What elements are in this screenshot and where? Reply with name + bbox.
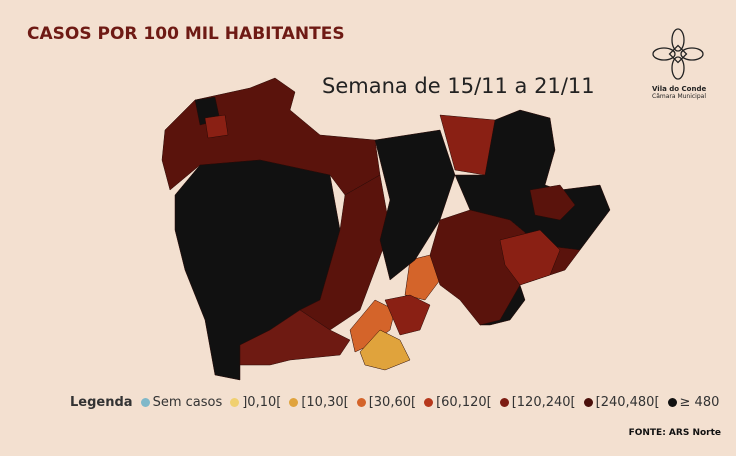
legend-item: [30,60[	[356, 395, 417, 410]
legend-item: [10,30[	[289, 395, 349, 410]
legend-swatch	[499, 398, 509, 407]
legend-swatch	[289, 398, 299, 407]
legend-swatch	[230, 398, 240, 407]
legend-swatch	[424, 398, 434, 407]
legend-title: Legenda	[70, 395, 133, 410]
legend-item: ]0,10[	[230, 395, 281, 410]
legend-label: [240,480[	[595, 395, 660, 410]
logo	[652, 28, 704, 80]
legend: Legenda Sem casos ]0,10[ [10,30[ [30,60[ [60…	[70, 395, 727, 410]
subtitle: Semana de 15/11 a 21/11	[322, 74, 595, 98]
legend-swatch	[356, 398, 366, 407]
logo-subtitle: Câmara Municipal	[652, 93, 707, 100]
legend-label: ]0,10[	[242, 395, 282, 410]
title: CASOS POR 100 MIL HABITANTES	[27, 24, 345, 44]
logo-name: Vila do Conde	[652, 85, 707, 93]
legend-label: ≥ 480	[679, 395, 720, 410]
legend-swatch	[667, 398, 677, 407]
legend-label: [60,120[	[436, 395, 492, 410]
legend-label: [10,30[	[301, 395, 349, 410]
source: FONTE: ARS Norte	[628, 428, 721, 438]
legend-label: Sem casos	[152, 395, 223, 410]
legend-item: [60,120[	[424, 395, 492, 410]
legend-item: [240,480[	[583, 395, 660, 410]
legend-swatch	[140, 398, 150, 407]
map-regions	[161, 77, 611, 381]
legend-swatch	[583, 398, 593, 407]
legend-item: Sem casos	[140, 395, 223, 410]
legend-item: ≥ 480	[667, 395, 720, 410]
legend-item: [120,240[	[499, 395, 576, 410]
legend-label: [120,240[	[511, 395, 576, 410]
legend-label: [30,60[	[368, 395, 417, 410]
